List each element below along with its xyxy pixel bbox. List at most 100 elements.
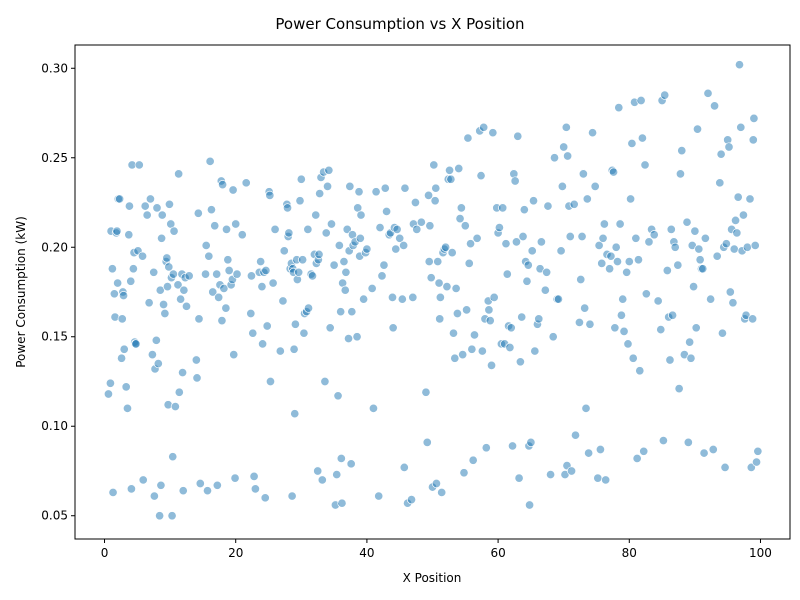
data-point [514, 473, 524, 483]
data-point [258, 339, 268, 349]
data-point [502, 269, 512, 279]
data-point [391, 244, 401, 254]
data-point [282, 203, 293, 213]
data-point [605, 264, 615, 274]
data-point [442, 282, 452, 292]
data-point [563, 151, 573, 161]
data-point [168, 269, 178, 279]
data-point [703, 88, 713, 98]
data-point [397, 294, 407, 304]
data-point [585, 319, 595, 329]
data-point [313, 466, 323, 476]
x-tick-label: 0 [101, 546, 109, 560]
data-point [584, 448, 594, 458]
data-point [467, 344, 477, 354]
data-point [510, 176, 520, 186]
data-point [336, 453, 346, 464]
data-point [710, 101, 720, 111]
data-point [395, 233, 405, 243]
data-point [217, 316, 227, 326]
data-point [270, 224, 280, 234]
data-point [334, 240, 344, 251]
data-point [518, 231, 528, 242]
data-point [455, 214, 465, 224]
data-point [346, 459, 356, 469]
data-point [124, 230, 134, 240]
data-point [742, 242, 752, 252]
data-point [193, 208, 203, 218]
data-point [561, 122, 571, 132]
data-point [279, 246, 289, 256]
data-point [430, 196, 440, 206]
x-tick-label: 20 [228, 546, 243, 560]
data-point [578, 169, 588, 179]
data-point [431, 183, 441, 193]
x-tick-label: 60 [490, 546, 505, 560]
data-point [515, 357, 525, 367]
data-point [674, 384, 684, 394]
data-point [557, 181, 567, 191]
data-point [321, 228, 331, 238]
data-point [176, 294, 186, 304]
data-point [164, 262, 174, 272]
data-point [322, 181, 333, 191]
data-point [612, 257, 623, 267]
data-point [716, 149, 726, 159]
data-point [399, 462, 409, 472]
data-point [662, 265, 672, 276]
data-point [117, 314, 127, 324]
data-point [689, 282, 699, 292]
data-point [248, 328, 258, 338]
data-point [138, 251, 148, 261]
data-point [151, 335, 161, 345]
data-point [368, 403, 379, 413]
data-point [212, 269, 222, 279]
data-point [103, 389, 113, 399]
data-point [265, 190, 275, 200]
data-point [434, 278, 444, 288]
data-point [295, 196, 305, 206]
data-point [408, 292, 418, 302]
data-point [472, 233, 482, 243]
data-point [250, 484, 260, 494]
data-point [619, 326, 629, 336]
data-point [626, 194, 636, 204]
data-point [458, 350, 468, 360]
data-point [454, 163, 464, 174]
data-point [599, 219, 609, 229]
data-point [257, 282, 267, 292]
data-point [639, 446, 649, 456]
data-point [237, 230, 247, 240]
data-point [424, 257, 434, 267]
data-point [543, 201, 553, 211]
data-point [580, 303, 590, 313]
data-point [658, 436, 668, 446]
data-point [112, 226, 122, 236]
data-point [513, 131, 523, 141]
data-point [692, 124, 703, 134]
data-point [429, 160, 439, 170]
data-point [356, 210, 366, 220]
data-point [246, 271, 256, 281]
data-point [536, 237, 546, 247]
data-point [750, 240, 760, 251]
data-point [167, 511, 177, 521]
data-point [382, 206, 392, 217]
data-point [486, 360, 497, 370]
data-point [147, 350, 157, 360]
data-point [708, 444, 718, 455]
data-point [206, 205, 216, 215]
data-point [519, 205, 529, 215]
data-point [128, 264, 138, 274]
data-point [155, 285, 165, 295]
data-point [691, 323, 701, 333]
data-point [156, 480, 166, 490]
data-point [345, 181, 355, 191]
data-point [341, 267, 351, 277]
data-point [751, 457, 762, 467]
data-point [195, 478, 205, 489]
data-point [685, 337, 695, 347]
data-point [205, 156, 215, 166]
data-point [721, 239, 731, 249]
data-point [447, 248, 457, 258]
